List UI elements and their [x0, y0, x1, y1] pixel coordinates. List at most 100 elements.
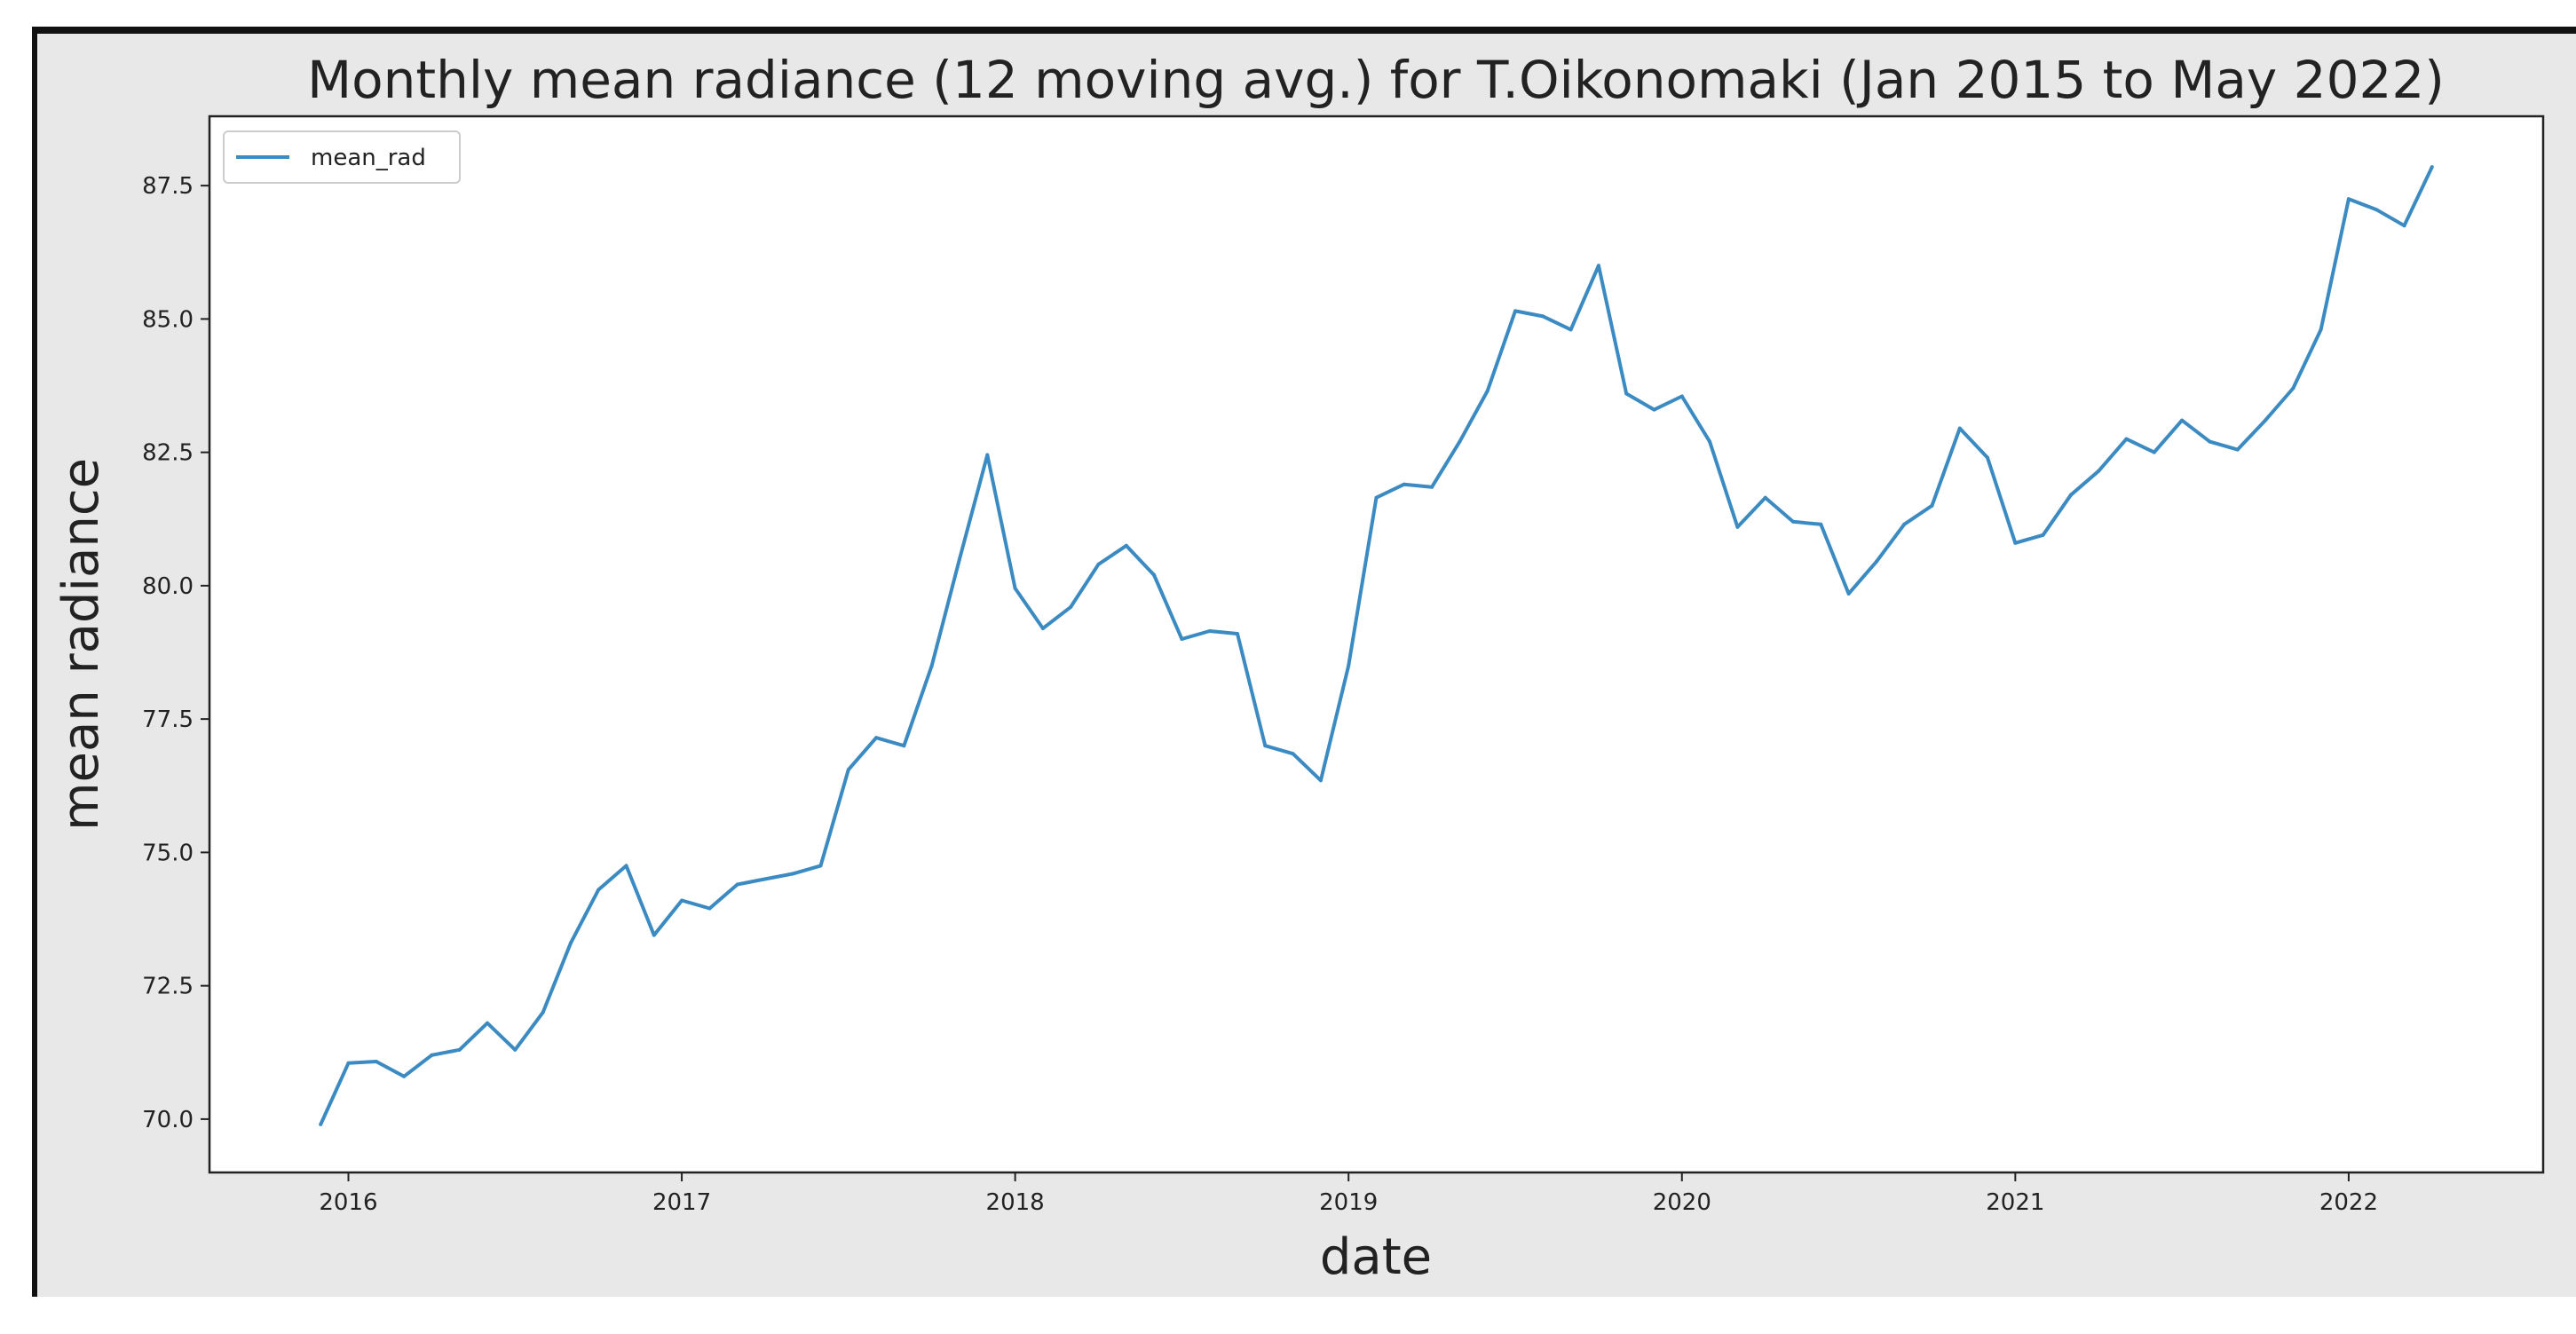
- data-point: [652, 933, 656, 937]
- data-point: [1013, 586, 1017, 590]
- data-point: [791, 872, 795, 876]
- data-point: [1652, 407, 1656, 412]
- data-point: [1096, 562, 1101, 566]
- data-point: [1069, 604, 1073, 609]
- data-point: [1402, 482, 1406, 486]
- data-point: [1318, 778, 1323, 783]
- x-tick-label: 2019: [1319, 1189, 1378, 1216]
- data-point: [2097, 469, 2101, 473]
- data-point: [763, 877, 767, 881]
- data-point: [2375, 208, 2379, 212]
- data-point: [513, 1047, 518, 1052]
- data-point: [707, 906, 712, 911]
- data-point: [1819, 522, 1823, 526]
- data-point: [1763, 495, 1767, 500]
- data-point: [541, 1010, 545, 1014]
- data-point: [568, 941, 573, 945]
- data-point: [1040, 627, 1045, 630]
- data-point: [2430, 165, 2434, 170]
- data-point: [1791, 519, 1795, 524]
- data-point: [958, 556, 961, 561]
- data-point: [1541, 314, 1545, 319]
- y-tick-label: 82.5: [142, 440, 194, 467]
- y-tick-label: 75.0: [142, 840, 194, 866]
- data-point: [1624, 391, 1629, 396]
- data-point: [680, 898, 684, 903]
- x-tick-label: 2020: [1653, 1189, 1711, 1216]
- x-tick-label: 2022: [2319, 1189, 2378, 1216]
- data-point: [1596, 264, 1600, 268]
- data-point: [2402, 224, 2406, 228]
- data-point: [430, 1053, 434, 1057]
- data-point: [1957, 426, 1962, 430]
- x-axis-ticks: 2016 2017 2018 2019 2020 2021 2022: [319, 1172, 2378, 1216]
- data-point: [1485, 389, 1489, 393]
- data-point: [985, 453, 990, 457]
- data-point: [1263, 744, 1268, 748]
- y-tick-label: 85.0: [142, 306, 194, 333]
- data-point: [2264, 418, 2267, 422]
- series-layer: [319, 165, 2434, 1126]
- x-tick-label: 2016: [319, 1189, 377, 1216]
- data-point: [1180, 637, 1184, 641]
- data-point: [1708, 439, 1712, 444]
- data-point: [818, 864, 823, 868]
- data-point: [1374, 495, 1379, 500]
- legend-box: [223, 130, 461, 184]
- x-axis-title: date: [1320, 1228, 1432, 1286]
- figure-border-left: [32, 27, 37, 1297]
- data-point: [1986, 455, 1989, 460]
- data-point: [1735, 525, 1740, 529]
- x-tick-label: 2018: [986, 1189, 1045, 1216]
- data-point: [1902, 522, 1907, 526]
- data-point: [2152, 450, 2156, 454]
- data-point: [374, 1060, 378, 1063]
- y-tick-label: 72.5: [142, 974, 194, 1000]
- data-point: [1513, 309, 1517, 313]
- data-point: [402, 1074, 407, 1078]
- data-point: [2041, 533, 2045, 537]
- plot-area: [208, 114, 2545, 1174]
- x-tick-label: 2017: [652, 1189, 711, 1216]
- data-point: [846, 768, 850, 772]
- legend: mean_rad: [223, 130, 461, 184]
- y-tick-label: 77.5: [142, 706, 194, 733]
- data-point: [1236, 632, 1239, 635]
- data-point: [735, 882, 739, 887]
- data-point: [624, 864, 628, 868]
- data-point: [1430, 485, 1434, 489]
- y-axis-title: mean radiance: [52, 458, 110, 831]
- data-point: [319, 1122, 323, 1126]
- data-point: [346, 1061, 351, 1065]
- data-point: [2013, 541, 2018, 545]
- x-tick-label: 2021: [1986, 1189, 2044, 1216]
- data-point: [1124, 543, 1128, 548]
- legend-label-mean-rad: mean_rad: [311, 145, 426, 171]
- data-point: [2180, 418, 2185, 422]
- y-tick-label: 80.0: [142, 573, 194, 600]
- data-point: [2208, 439, 2212, 444]
- figure-border-top: [36, 27, 2576, 34]
- data-point: [1930, 503, 1934, 508]
- data-point: [486, 1021, 489, 1025]
- y-tick-label: 87.5: [142, 173, 194, 200]
- y-axis-ticks: 70.0 72.5 75.0 77.5 80.0 82.5 85.0 87.5: [142, 173, 209, 1133]
- data-point: [597, 888, 601, 892]
- data-point: [2291, 386, 2295, 391]
- data-point: [1291, 752, 1295, 756]
- data-point: [929, 664, 934, 667]
- data-point: [1458, 439, 1462, 444]
- data-point: [1874, 559, 1878, 564]
- data-point: [1846, 591, 1851, 596]
- data-point: [1347, 664, 1351, 667]
- y-tick-label: 70.0: [142, 1107, 194, 1133]
- data-point: [457, 1047, 462, 1052]
- data-point: [2235, 447, 2240, 452]
- data-point: [874, 736, 879, 740]
- data-point: [902, 744, 906, 748]
- data-point: [2068, 493, 2073, 497]
- data-point: [2319, 328, 2323, 332]
- data-point: [1207, 629, 1212, 633]
